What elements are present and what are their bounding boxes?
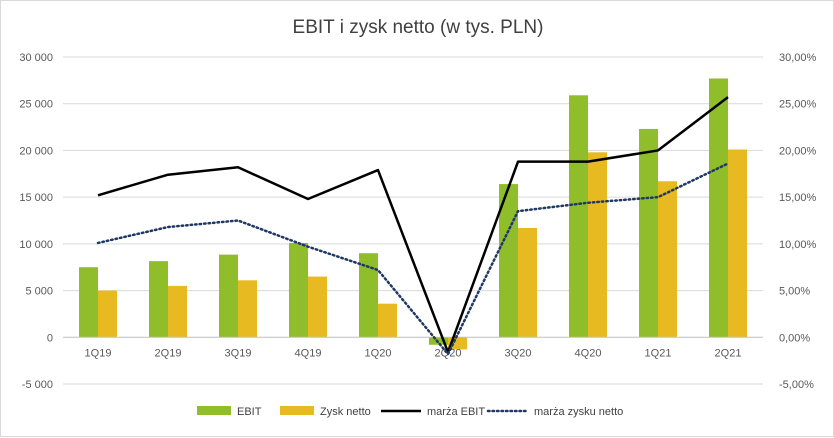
chart-title: EBIT i zysk netto (w tys. PLN) (292, 17, 544, 38)
bar-zysk-netto (238, 280, 257, 338)
legend-label: marża EBIT (427, 406, 485, 418)
x-tick-label: 3Q19 (225, 347, 252, 359)
bar-zysk-netto (308, 276, 327, 338)
y-right-tick-label: 5,00% (779, 286, 810, 298)
x-tick-label: 1Q20 (365, 347, 392, 359)
bar-ebit (219, 254, 238, 338)
x-tick-label: 4Q19 (295, 347, 322, 359)
line-marża-zysku-netto (96, 162, 730, 356)
legend-label: Zysk netto (320, 406, 371, 418)
y-right-tick-label: -5,00% (779, 379, 814, 391)
y-left-tick-label: 0 (47, 332, 53, 344)
legend-swatch (197, 406, 231, 415)
bar-zysk-netto (168, 285, 187, 338)
axes: -5 000 -5,00% 0 0,00% 5 000 5,00% 10 000 10,00%… (19, 52, 816, 391)
bar-zysk-netto (728, 149, 747, 338)
bar-ebit (79, 267, 98, 338)
bar-zysk-netto (658, 181, 677, 338)
y-right-tick-label: 10,00% (779, 239, 817, 251)
y-right-tick-label: 20,00% (779, 145, 817, 157)
y-left-tick-label: 10 000 (19, 239, 53, 251)
x-tick-label: 2Q19 (155, 347, 182, 359)
bar-zysk-netto (98, 290, 117, 338)
bar-zysk-netto (588, 152, 607, 338)
bar-ebit (569, 95, 588, 338)
legend-label: marża zysku netto (534, 406, 623, 418)
y-left-tick-label: 25 000 (19, 99, 53, 111)
legend-label: EBIT (237, 406, 262, 418)
y-left-tick-label: 20 000 (19, 145, 53, 157)
bar-ebit (359, 253, 378, 338)
y-left-tick-label: 5 000 (25, 286, 53, 298)
bar-ebit (639, 128, 658, 338)
line-marża-ebit (97, 96, 729, 354)
x-tick-label: 1Q19 (85, 347, 112, 359)
legend-swatch (280, 406, 314, 415)
bar-zysk-netto (378, 303, 397, 338)
y-left-tick-label: 15 000 (19, 192, 53, 204)
lines (96, 96, 730, 356)
bar-ebit (709, 78, 728, 338)
x-tick-label: 4Q20 (575, 347, 602, 359)
legend: EBIT Zysk netto marża EBIT marża zysku nett… (197, 406, 623, 418)
y-left-tick-label: -5 000 (22, 379, 53, 391)
bar-ebit (149, 261, 168, 338)
x-tick-label: 1Q21 (645, 347, 672, 359)
y-right-tick-label: 0,00% (779, 332, 810, 344)
x-tick-label: 2Q21 (715, 347, 742, 359)
y-left-tick-label: 30 000 (19, 52, 53, 64)
bar-ebit (289, 242, 308, 338)
bar-zysk-netto (518, 227, 537, 338)
bars (79, 78, 747, 350)
y-right-tick-label: 30,00% (779, 52, 817, 64)
x-tick-label: 3Q20 (505, 347, 532, 359)
y-right-tick-label: 25,00% (779, 99, 817, 111)
y-right-tick-label: 15,00% (779, 192, 817, 204)
